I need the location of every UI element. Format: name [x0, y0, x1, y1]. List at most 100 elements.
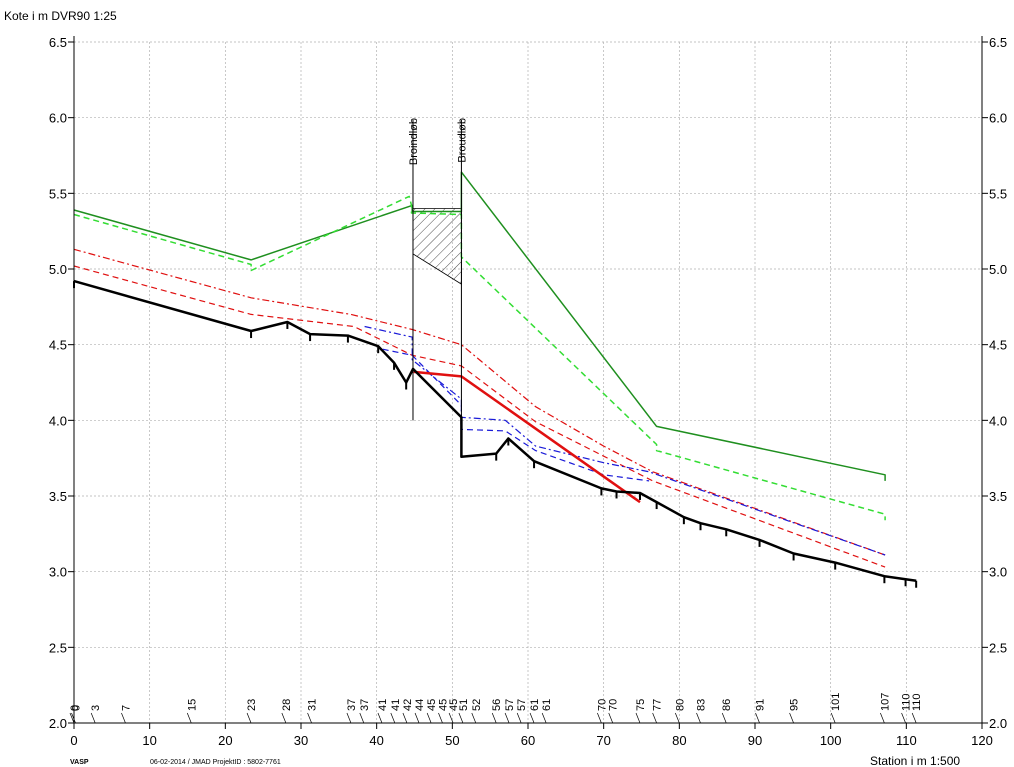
x-tick-label: 100: [820, 733, 842, 748]
y-tick-label-left: 3.0: [49, 565, 67, 580]
station-leader: [71, 712, 76, 724]
station-label: 31: [307, 699, 319, 711]
station-leader: [880, 712, 885, 724]
station-leader: [246, 712, 252, 724]
series-line-5: [382, 348, 650, 482]
series-line-3: [73, 265, 886, 568]
x-tick-label: 60: [521, 733, 535, 748]
station-label: 110: [901, 693, 913, 711]
y-axis-title: Kote i m DVR90 1:25: [4, 9, 117, 23]
station-label: 23: [246, 699, 258, 711]
station-label: 80: [674, 699, 686, 711]
station-leader: [458, 712, 464, 724]
y-tick-label-right: 2.5: [989, 640, 1007, 655]
station-label: 45: [437, 699, 449, 711]
series-line-1: [73, 195, 886, 521]
station-leader: [789, 712, 794, 724]
station-leader: [377, 712, 383, 724]
station-leader: [346, 712, 352, 724]
y-tick-label-right: 2.0: [989, 716, 1007, 731]
y-tick-label-right: 3.5: [989, 489, 1007, 504]
station-leader: [471, 712, 477, 724]
station-leader: [491, 712, 497, 724]
station-label: 61: [529, 699, 541, 711]
station-leader: [696, 712, 701, 724]
station-leader: [359, 712, 365, 724]
station-leader: [307, 712, 312, 724]
bed-tick-marks: [73, 281, 918, 588]
bridge-label: Broudløb: [456, 118, 468, 163]
station-leader: [281, 712, 287, 724]
station-leader: [438, 712, 443, 724]
x-tick-label: 10: [142, 733, 156, 748]
station-label: 3: [90, 705, 102, 711]
y-tick-label-left: 5.0: [49, 262, 67, 277]
y-tick-label-left: 5.5: [49, 186, 67, 201]
x-tick-label: 50: [445, 733, 459, 748]
grid-lines: [74, 41, 982, 723]
station-label: 91: [755, 699, 767, 711]
station-leader: [675, 712, 680, 724]
series-group: [73, 171, 917, 582]
station-leader: [390, 712, 396, 724]
x-tick-label: 120: [971, 733, 993, 748]
series-line-0: [73, 171, 886, 481]
station-leader: [90, 712, 96, 724]
y-tick-label-left: 4.5: [49, 338, 67, 353]
station-label: 77: [652, 699, 664, 711]
station-label: 51: [458, 699, 470, 711]
station-leader: [608, 712, 614, 724]
station-label: 61: [541, 699, 553, 711]
station-leader: [504, 712, 510, 724]
y-tick-label-right: 5.5: [989, 186, 1007, 201]
y-tick-label-left: 2.5: [49, 640, 67, 655]
station-label: 42: [402, 699, 414, 711]
station-leader: [901, 712, 906, 724]
x-axis-title: Station i m 1:500: [870, 754, 960, 767]
station-label: 57: [516, 699, 528, 711]
station-leader: [516, 712, 522, 724]
station-label: 44: [414, 699, 426, 711]
station-label: 95: [789, 699, 801, 711]
station-label: 41: [377, 699, 389, 711]
station-label: 28: [281, 699, 293, 711]
y-tick-label-right: 5.0: [989, 262, 1007, 277]
y-tick-label-left: 3.5: [49, 489, 67, 504]
y-tick-label-right: 4.5: [989, 338, 1007, 353]
y-tick-label-left: 6.0: [49, 111, 67, 126]
station-label: 45: [426, 699, 438, 711]
station-leader: [186, 712, 192, 724]
x-tick-label: 70: [596, 733, 610, 748]
station-label: 75: [635, 699, 647, 711]
series-line-2: [73, 248, 886, 556]
series-line-7: [73, 279, 917, 582]
bridge-label: Broindløb: [408, 118, 420, 165]
y-tick-label-right: 3.0: [989, 565, 1007, 580]
station-leader: [529, 712, 535, 724]
station-leader: [652, 712, 657, 724]
station-leader: [69, 712, 75, 724]
station-leader: [721, 712, 727, 724]
y-tick-label-right: 6.0: [989, 111, 1007, 126]
station-leader: [121, 712, 126, 724]
x-tick-label: 20: [218, 733, 232, 748]
series-line-4: [364, 325, 886, 556]
station-label: 41: [390, 699, 402, 711]
station-leader: [414, 712, 420, 724]
station-label: 0: [69, 705, 81, 711]
station-leader: [426, 712, 432, 724]
station-leader: [402, 712, 408, 724]
bridge-deck: [412, 208, 462, 285]
axes: 2.0 2.0 2.5 2.5 3.0 3.0 3.5 3.5 4.0 4.0 4.5 4.5 5.0 5…: [49, 35, 1007, 748]
station-label: 110: [911, 693, 923, 711]
x-tick-label: 90: [748, 733, 762, 748]
x-tick-label: 30: [294, 733, 308, 748]
station-label: 45: [448, 699, 460, 711]
y-tick-label-left: 4.0: [49, 413, 67, 428]
x-tick-label: 0: [70, 733, 77, 748]
station-label: 70: [596, 699, 608, 711]
station-label: 56: [491, 699, 503, 711]
station-label: 83: [696, 699, 708, 711]
